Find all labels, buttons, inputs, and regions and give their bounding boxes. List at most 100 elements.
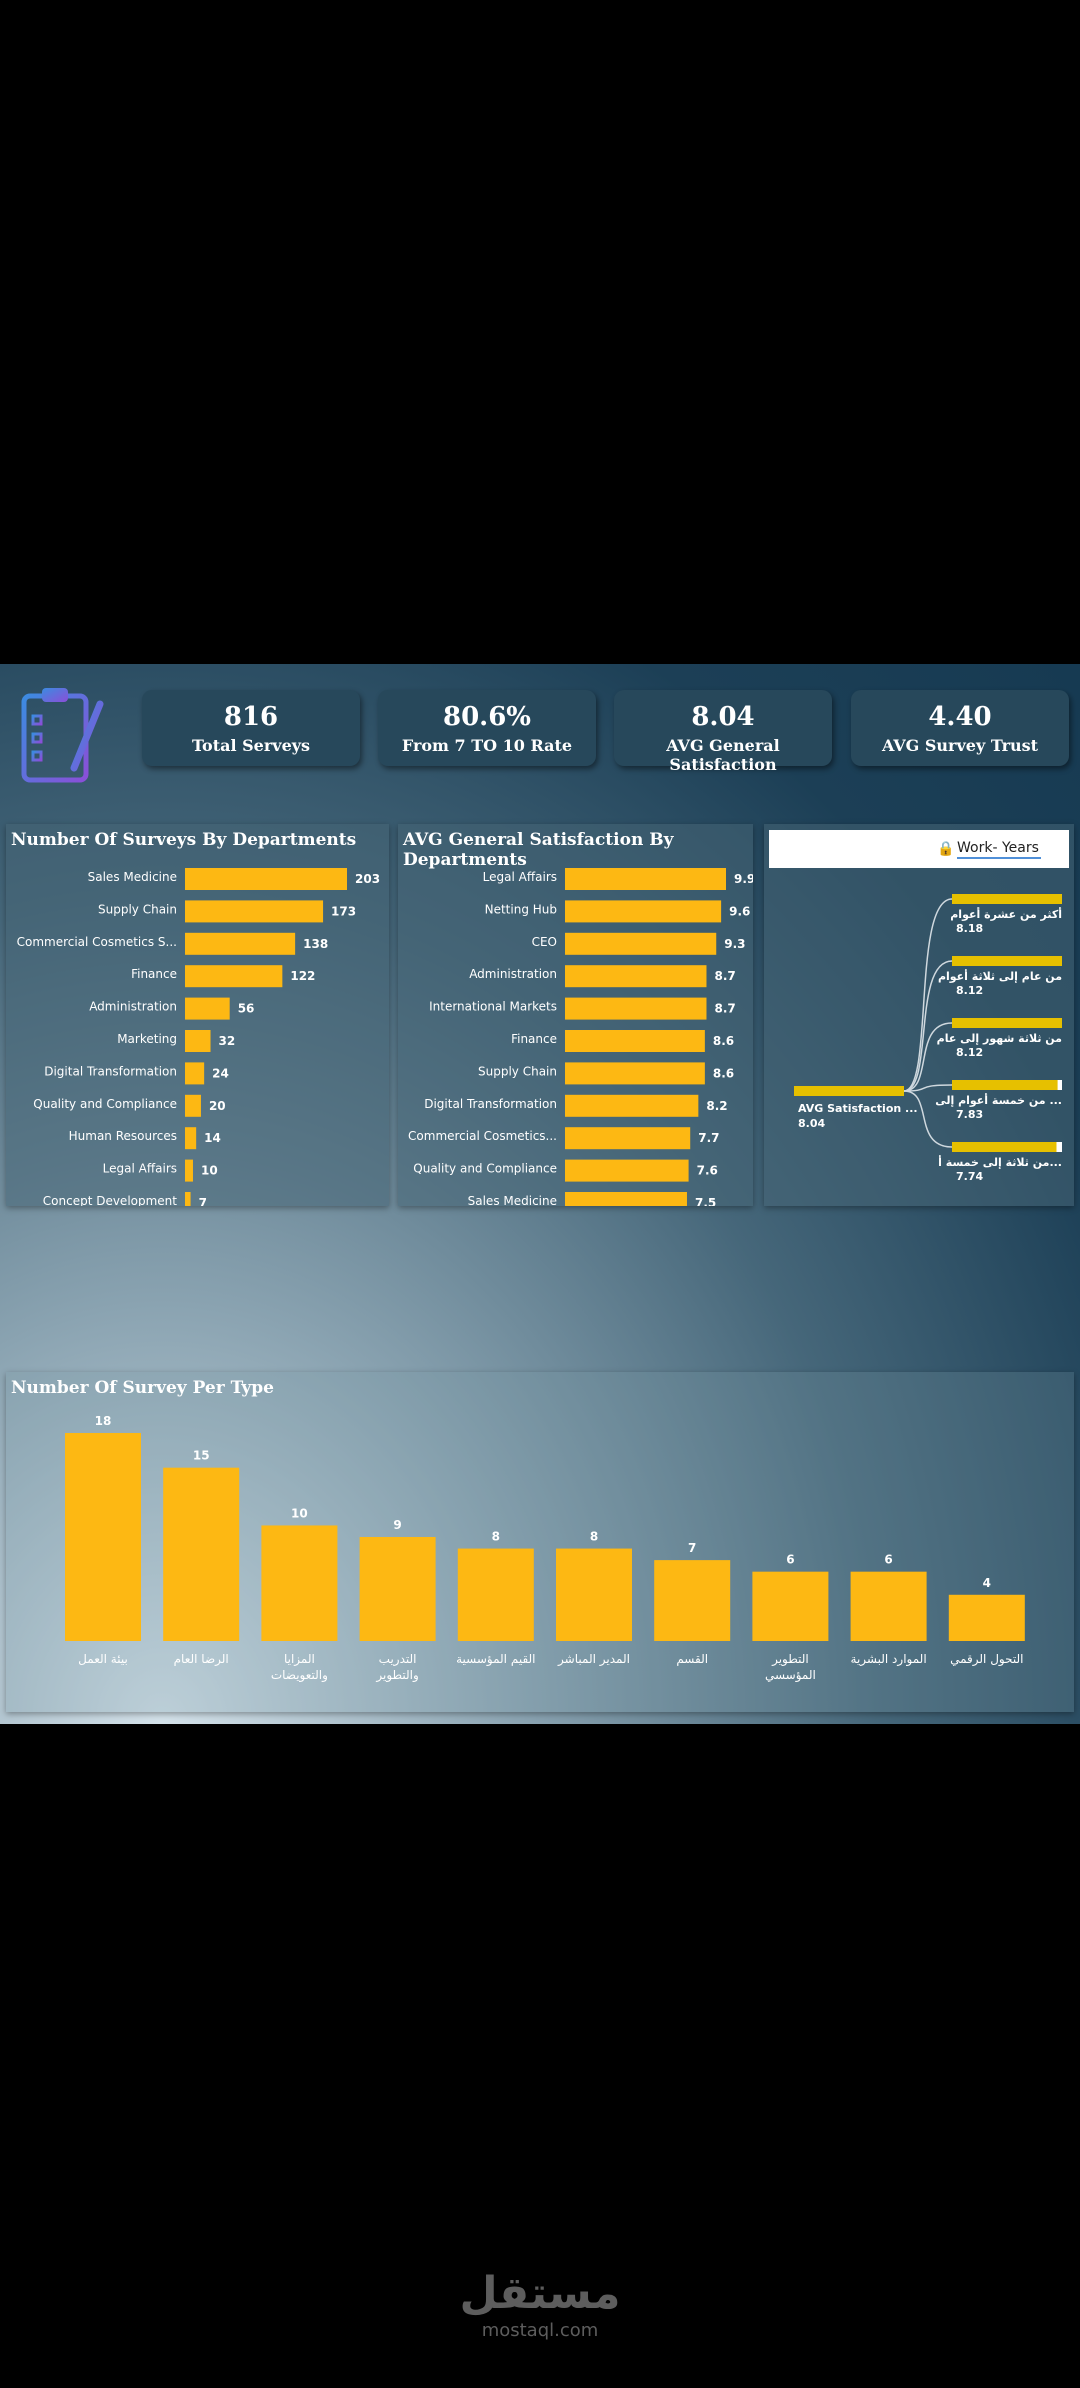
node-value: 8.18: [956, 922, 983, 935]
kpi-label: AVG General Satisfaction: [666, 736, 780, 774]
category-label: المؤسسي: [765, 1668, 816, 1683]
category-label: بيئة العمل: [78, 1652, 128, 1666]
category-label: Legal Affairs: [483, 870, 557, 884]
data-label: 6: [884, 1553, 892, 1567]
kpi-rate: 80.6% From 7 TO 10 Rate: [378, 690, 596, 766]
category-label: التدريب: [379, 1652, 417, 1667]
category-label: Commercial Cosmetics...: [408, 1129, 557, 1143]
category-label: Concept Development: [43, 1194, 178, 1206]
category-label: التطوير: [771, 1652, 809, 1667]
data-label: 138: [303, 937, 328, 951]
bar: [565, 1127, 691, 1150]
data-label: 7.6: [697, 1164, 718, 1178]
data-label: 8.6: [713, 1034, 734, 1048]
data-label: 8: [590, 1530, 598, 1544]
panel-work-years-tree: 🔒 Work- Years AVG Satisfaction ... 8.04 أك…: [764, 824, 1074, 1206]
kpi-avg-trust: 4.40 AVG Survey Trust: [851, 690, 1069, 766]
kpi-value: 816: [223, 702, 279, 732]
category-label: Digital Transformation: [44, 1064, 177, 1078]
bar: [850, 1571, 927, 1641]
filter-box[interactable]: 🔒 Work- Years: [769, 830, 1069, 868]
data-label: 7.7: [698, 1131, 719, 1145]
bar: [565, 965, 707, 988]
bar: [556, 1548, 632, 1641]
data-label: 15: [193, 1449, 210, 1463]
tree-link: [903, 1084, 953, 1092]
survey-per-type-chart: 18 بيئة العمل 15 الرضا العام 10 المزاياوالتعو…: [65, 1414, 1025, 1683]
bar: [261, 1525, 338, 1641]
category-label: Commercial Cosmetics S...: [17, 935, 177, 949]
bar: [565, 997, 707, 1020]
data-label: 10: [201, 1164, 218, 1178]
kpi-total-surveys: 816 Total Serveys: [142, 690, 360, 766]
bar: [752, 1571, 829, 1641]
satisfaction-by-department-chart: Legal Affairs 9.9 Netting Hub 9.6 CEO 9.3 Admi…: [408, 868, 753, 1206]
kpi-avg-satisfaction: 8.04 AVG General Satisfaction: [614, 690, 832, 774]
data-label: 24: [212, 1066, 229, 1080]
node-bar: [952, 956, 1062, 966]
bar: [565, 932, 717, 955]
bar: [565, 1062, 705, 1085]
bar: [185, 1062, 205, 1085]
kpi-label: From 7 TO 10 Rate: [401, 736, 573, 755]
category-label: القيم المؤسسية: [456, 1652, 535, 1667]
node-label: أكثر من عشرة أعوام: [950, 907, 1062, 921]
bar: [565, 900, 722, 923]
bar: [654, 1560, 731, 1641]
bar: [359, 1537, 436, 1641]
node-label: من عام إلى ثلاثة أعوام: [938, 969, 1062, 983]
bar: [185, 1030, 211, 1052]
kpi-value: 80.6%: [442, 702, 532, 732]
kpi-value: 8.04: [691, 702, 755, 732]
bar: [185, 868, 347, 890]
category-label: Netting Hub: [485, 902, 557, 916]
panel-survey-per-type: Number Of Survey Per Type 18 بيئة العمل 15…: [6, 1372, 1074, 1712]
category-label: القسم: [676, 1652, 708, 1666]
node-bar: [952, 894, 1062, 904]
data-label: 7.5: [695, 1196, 716, 1206]
data-label: 122: [290, 969, 315, 983]
filter-label: Work- Years: [957, 840, 1041, 859]
data-label: 173: [331, 904, 356, 918]
data-label: 14: [204, 1131, 221, 1145]
node-value: 7.74: [956, 1170, 983, 1183]
node-value: 8.12: [956, 1046, 983, 1059]
bar: [185, 965, 283, 988]
bar: [457, 1548, 534, 1641]
data-label: 7: [199, 1196, 207, 1206]
data-label: 4: [983, 1576, 991, 1590]
bar: [185, 932, 296, 955]
bar: [185, 900, 324, 923]
category-label: Quality and Compliance: [413, 1162, 557, 1176]
node-bar: [952, 1080, 1058, 1090]
node-label: من ثلاثة شهور إلى عام: [937, 1032, 1062, 1045]
node-value: 8.12: [956, 984, 983, 997]
watermark-latin: mostaql.com: [481, 2320, 599, 2341]
category-label: Human Resources: [69, 1129, 177, 1143]
category-label: CEO: [532, 935, 557, 949]
node-value: 7.83: [956, 1108, 983, 1121]
category-label: المزايا: [284, 1652, 315, 1667]
category-label: Supply Chain: [98, 902, 177, 916]
category-label: Supply Chain: [478, 1064, 557, 1078]
dashboard: 816 Total Serveys 80.6% From 7 TO 10 Rat…: [0, 664, 1080, 1724]
data-label: 18: [95, 1414, 112, 1428]
data-label: 10: [291, 1506, 308, 1520]
bar: [185, 1094, 201, 1117]
node-bar: [952, 1018, 1062, 1028]
category-label: Administration: [469, 967, 557, 981]
data-label: 9.6: [729, 904, 750, 918]
category-label: Sales Medicine: [468, 1194, 557, 1206]
data-label: 32: [219, 1034, 236, 1048]
data-label: 9.3: [724, 937, 745, 951]
bar: [65, 1433, 141, 1641]
category-label: المدير المباشر: [557, 1652, 630, 1667]
tree-link: [903, 1090, 953, 1148]
category-label: Finance: [131, 967, 177, 981]
bar: [565, 1030, 705, 1052]
category-label: Marketing: [117, 1032, 177, 1046]
data-label: 8.2: [706, 1099, 727, 1113]
category-label: والتعويضات: [271, 1668, 328, 1683]
category-label: Sales Medicine: [88, 870, 177, 884]
category-label: Finance: [511, 1032, 557, 1046]
